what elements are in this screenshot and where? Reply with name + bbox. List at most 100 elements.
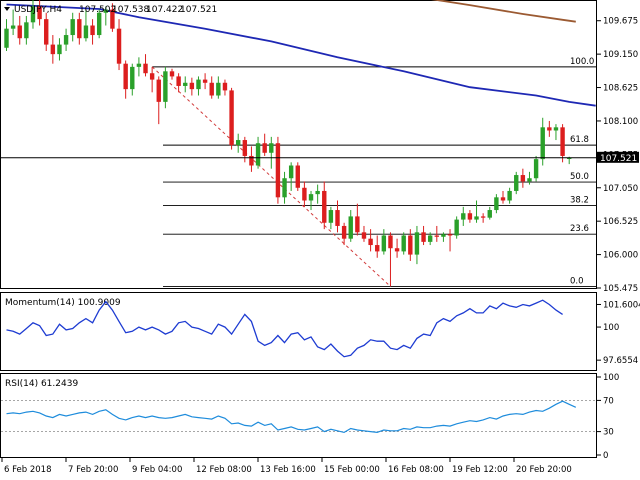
candle-body [236,140,241,146]
candle-body [44,19,49,45]
candle-body [96,12,102,36]
candle-body [381,235,387,252]
time-tick-label: 13 Feb 16:00 [260,465,316,475]
fib-level-label: 0.0 [570,276,584,286]
price-panel [0,0,597,289]
candle-body [209,82,214,96]
candle-body [70,19,75,36]
moving-average-slow [431,0,576,23]
candle-body [249,155,254,166]
candle-body [123,63,128,90]
candle-body [514,175,519,191]
candle-body [348,216,353,239]
candle-body [540,127,545,160]
candle-body [130,66,135,90]
time-tick-label: 15 Feb 00:00 [324,465,380,475]
candle-body [547,127,552,131]
candle-body [110,9,115,29]
fib-level-label: 50.0 [570,172,589,182]
rsi-label: RSI(14) 61.2439 [5,379,78,389]
rsi-tick-label: 70 [603,396,614,406]
symbol-label: USDJPY,H4 [14,5,62,15]
candle-body [421,232,426,242]
ohlc-high: 107.538 [112,5,149,15]
candle-body [441,234,446,237]
candle-body [447,234,453,236]
candle-body [408,235,413,255]
candle-body [375,245,380,252]
candle-body [63,35,69,45]
price-tick-label: 107.050 [603,184,638,194]
current-price-tag: 107.521 [597,151,639,164]
time-tick-label: 19 Feb 12:00 [452,465,508,475]
candle-body [520,175,526,182]
candle-body [10,25,16,29]
momentum-series [6,299,563,358]
candle-body [487,210,492,218]
candle-body [368,238,373,246]
candle-body [143,63,148,74]
candle-body [17,25,22,39]
candle-body [361,232,367,239]
candle-body [103,9,108,13]
candle-body [50,44,56,55]
rsi-tick-label: 0 [603,451,608,461]
rsi-axis: 100 70 30 0 [597,373,619,461]
ohlc-open: 107.502 [79,5,116,15]
candle-body [24,22,29,39]
candle-body [533,159,539,179]
candle-body [83,25,89,39]
momentum-tick-label: 100 [603,323,619,333]
dropdown-triangle-icon[interactable] [4,7,10,11]
current-price-label: 107.521 [600,154,637,164]
time-tick-label: 16 Feb 08:00 [388,465,444,475]
candle-body [196,79,201,90]
candle-body [183,82,188,86]
rsi-tick-label: 30 [603,428,614,438]
candle-body [500,197,506,201]
candle-body [335,210,340,226]
candle-body [255,143,261,166]
candle-body [30,6,36,23]
symbol-header: USDJPY,H4 107.502 107.538 107.422 107.52… [4,5,217,15]
time-tick-label: 9 Feb 04:00 [132,465,182,475]
fib-level-label: 38.2 [570,196,589,206]
candle-body [315,190,320,195]
candle-body [216,82,221,96]
candle-body [341,225,347,239]
candle-body [467,213,473,220]
ohlc-close: 107.521 [180,5,217,15]
candle-body [176,76,181,86]
candle-body [494,197,499,211]
time-tick-label: 20 Feb 20:00 [516,465,572,475]
momentum-tick-label: 97.6554 [603,356,638,366]
candle-body [136,63,142,67]
rsi-panel [0,373,597,458]
candle-body [322,190,327,223]
candle-body [189,82,195,90]
time-tick-label: 7 Feb 20:00 [68,465,118,475]
candle-body [37,6,42,20]
candle-body [474,216,479,220]
candle-body [282,178,287,198]
candle-body [262,143,267,153]
candle-body [77,19,82,39]
candle-body [57,44,62,55]
candle-body [288,165,294,179]
candle-body [308,194,314,201]
candle-body [229,90,234,146]
candle-body [269,143,274,153]
time-axis: 6 Feb 2018 7 Feb 20:00 9 Feb 04:00 12 Feb 0… [1,458,572,475]
candle-body [507,190,512,201]
candle-body [202,79,208,83]
candle-body [163,71,168,102]
candle-body [454,219,459,236]
candle-body [4,28,9,48]
candle-body [388,235,393,249]
fib-trend-line [151,66,391,287]
ohlc-low: 107.422 [146,5,183,15]
candle-body [434,235,439,237]
candle-body [394,248,400,252]
candle-body [553,127,559,131]
